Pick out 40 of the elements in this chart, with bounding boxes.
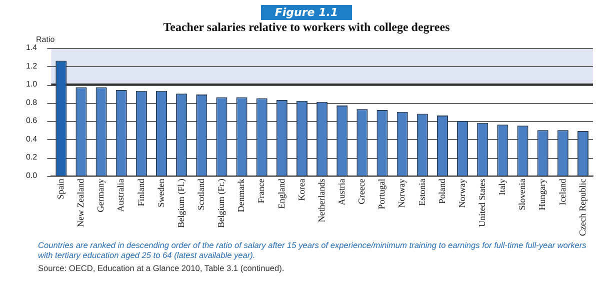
x-tick-label: Norway [456,178,467,208]
y-tick-label: 1.2 [26,61,38,70]
x-tick-label: Czech Republic [577,178,588,236]
x-tick-label: Iceland [557,178,568,206]
x-tick-label: Finland [136,178,146,206]
x-tick-label: Germany [96,178,106,212]
x-tick-label: Scotland [196,178,206,210]
x-tick-label: Netherlands [316,178,326,222]
y-tick-label: 0.6 [26,116,38,126]
x-tick-label: Belgium (Fr.) [216,178,226,228]
y-axis-title: Ratio [36,35,56,44]
x-tick-label: Portugal [376,178,387,210]
source-note: Source: OECD, Education at a Glance 2010, Table 3.1 (continued). [38,263,284,273]
x-tick-label: Spain [56,178,66,200]
x-tick-label: Estonia [416,178,427,206]
x-tick-label: Austria [336,178,346,206]
x-tick-label: France [256,178,266,204]
x-tick-label: Norway [396,178,407,208]
x-tick-label: Belgium (Fl.) [176,178,186,228]
y-tick-label: 1.4 [26,43,38,52]
x-tick-label: Denmark [236,178,246,212]
x-tick-label: Greece [356,178,367,204]
y-tick-label: 1.0 [26,80,38,89]
chart-title: Teacher salaries relative to workers with college degrees [162,20,451,35]
x-tick-label: New Zealand [76,178,86,228]
caption: Figure 1.1 [260,5,352,20]
x-tick-label: Poland [436,178,447,204]
text: Countries are ranked in descending order of the ratio of salary after 15 years of experience/minimum training to earnings for full-time full-year workers with tertiary education aged 25 to 64 (latest available year). [38,240,588,260]
x-tick-label: Korea [296,178,306,201]
y-tick-label: 0.0 [26,170,38,180]
x-tick-label: Australia [116,178,126,212]
x-tick-label: Hungary [537,178,548,210]
x-tick-label: Sweden [156,178,166,208]
y-tick-label: 0.4 [26,134,38,144]
x-tick-label: Italy [497,178,508,196]
x-tick-label: England [276,178,286,209]
x-tick-label: United States [476,178,487,228]
y-tick-label: 0.2 [26,152,38,162]
x-tick-label: Slovenia [517,178,528,210]
y-tick-label: 0.8 [26,98,38,107]
